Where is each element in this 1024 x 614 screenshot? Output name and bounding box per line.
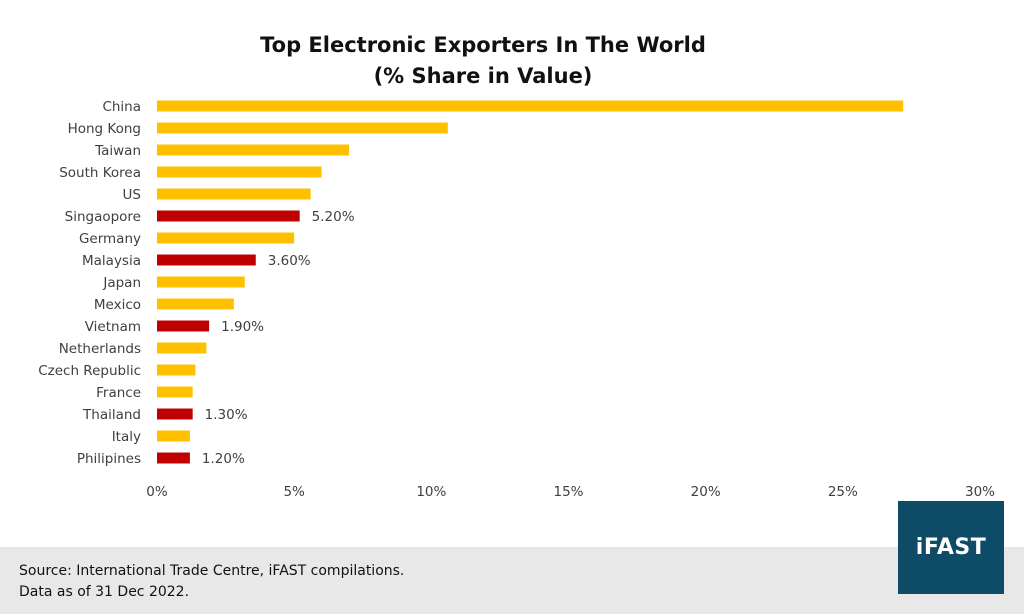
data-label: 5.20% xyxy=(312,209,355,225)
category-label: US xyxy=(123,187,141,203)
category-label: Thailand xyxy=(82,407,141,423)
bar xyxy=(157,408,193,420)
bar xyxy=(157,166,322,178)
x-tick-label: 0% xyxy=(146,484,168,500)
bar xyxy=(157,144,350,156)
category-label: Czech Republic xyxy=(38,363,141,379)
bar xyxy=(157,364,196,376)
source-footer: Source: International Trade Centre, iFAS… xyxy=(0,547,1024,614)
x-tick-label: 15% xyxy=(553,484,583,500)
x-tick-label: 5% xyxy=(283,484,305,500)
bar xyxy=(157,298,234,310)
x-tick-label: 30% xyxy=(965,484,995,500)
bar xyxy=(157,254,256,266)
category-label: Germany xyxy=(79,231,141,247)
category-label: Malaysia xyxy=(82,253,141,269)
ifast-logo: iFAST xyxy=(898,501,1004,594)
category-label: China xyxy=(102,99,141,115)
category-label: Taiwan xyxy=(94,143,141,159)
source-line: Source: International Trade Centre, iFAS… xyxy=(19,563,405,579)
data-label: 3.60% xyxy=(268,253,311,269)
x-tick-label: 25% xyxy=(828,484,858,500)
bar xyxy=(157,210,300,222)
category-label: Japan xyxy=(102,275,141,291)
bar xyxy=(157,232,295,244)
data-date-line: Data as of 31 Dec 2022. xyxy=(19,584,190,600)
category-label: Vietnam xyxy=(85,319,141,335)
category-label: France xyxy=(96,385,141,401)
bar xyxy=(157,276,245,288)
bar xyxy=(157,430,190,442)
data-label: 1.90% xyxy=(221,319,264,335)
category-label: Philipines xyxy=(77,451,141,467)
bar xyxy=(157,122,448,134)
category-label: Hong Kong xyxy=(68,121,141,137)
chart-title-line1: Top Electronic Exporters In The World xyxy=(260,33,706,57)
bar xyxy=(157,386,193,398)
x-tick-label: 10% xyxy=(416,484,446,500)
bar xyxy=(157,100,904,112)
bar xyxy=(157,320,210,332)
bar xyxy=(157,452,190,464)
bar xyxy=(157,342,207,354)
category-label: South Korea xyxy=(59,165,141,181)
chart-title: Top Electronic Exporters In The World (%… xyxy=(0,30,966,92)
category-label: Singaopore xyxy=(65,209,141,225)
bar xyxy=(157,188,311,200)
category-label: Netherlands xyxy=(59,341,141,357)
x-tick-label: 20% xyxy=(691,484,721,500)
data-label: 1.30% xyxy=(205,407,248,423)
category-label: Mexico xyxy=(94,297,141,313)
chart-title-line2: (% Share in Value) xyxy=(373,64,593,88)
data-label: 1.20% xyxy=(202,451,245,467)
source-note: Source: International Trade Centre, iFAS… xyxy=(19,561,404,603)
category-label: Italy xyxy=(112,429,141,445)
